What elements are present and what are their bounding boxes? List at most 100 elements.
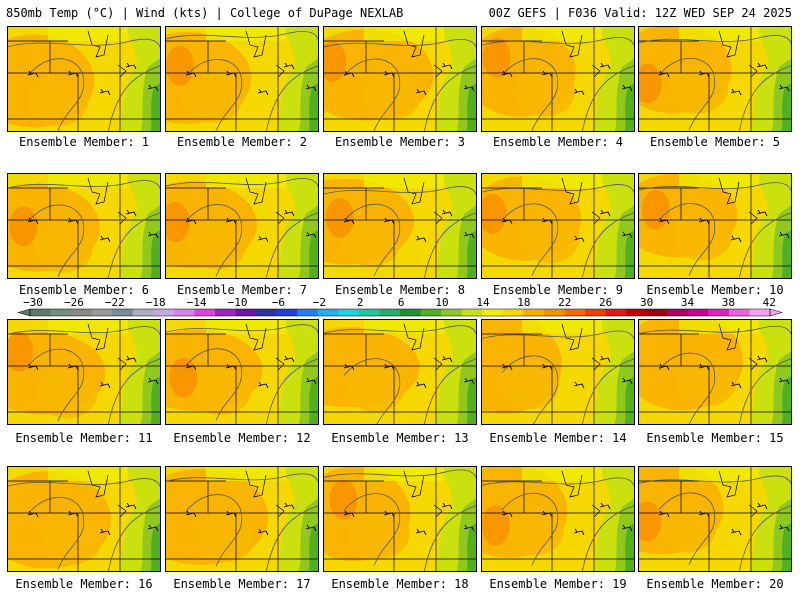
- ensemble-map-panel: [165, 26, 319, 132]
- wind-barb: [698, 70, 710, 78]
- wind-barb: [125, 62, 137, 70]
- hot-spot: [9, 206, 38, 247]
- colorbar-tick-label: 14: [476, 296, 490, 309]
- temperature-map: [166, 467, 318, 571]
- temperature-map: [482, 467, 634, 571]
- wind-barb: [27, 510, 39, 518]
- colorbar-swatch: [317, 309, 339, 316]
- isotherm-contour: [27, 348, 85, 422]
- isotherm-contour: [582, 505, 634, 571]
- wind-barb: [698, 510, 710, 518]
- mild-region: [679, 27, 759, 41]
- isotherm-contour: [27, 496, 85, 570]
- ensemble-map-panel: [7, 173, 161, 279]
- mild-region: [48, 467, 128, 481]
- warm-region: [656, 502, 717, 553]
- temperature-map: [166, 27, 318, 131]
- ensemble-member-label: Ensemble Member: 14: [489, 431, 627, 445]
- colorbar-tick-label: −30: [23, 296, 43, 309]
- wind-barb: [225, 363, 237, 371]
- isotherm-contour: [582, 212, 634, 278]
- wind-barb: [730, 235, 742, 243]
- ensemble-map-panel: [165, 466, 319, 572]
- ensemble-member-label: Ensemble Member: 7: [176, 283, 308, 297]
- ensemble-member-label: Ensemble Member: 10: [646, 283, 784, 297]
- wind-barb: [185, 510, 197, 518]
- wind-barb: [621, 231, 633, 239]
- isotherm-contour: [658, 203, 716, 276]
- colorbar-swatch: [749, 309, 771, 316]
- colorbar-tick-label: 42: [763, 296, 776, 309]
- wind-barb: [283, 502, 295, 510]
- wind-barb: [383, 70, 395, 78]
- boundary-lines: [324, 320, 476, 424]
- wind-barb: [621, 524, 633, 532]
- isotherm-contour: [108, 358, 160, 424]
- colorbar-swatch: [523, 309, 545, 316]
- lake-outlines: [403, 323, 443, 371]
- warm-region: [191, 365, 252, 416]
- temperature-colorbar: −30 −26 −22 −18 −14 −10 −6 −2 2 6 10 14 18 22 26 30 34 38…: [10, 296, 790, 320]
- ensemble-map-panel: [323, 466, 477, 572]
- isotherm-contour: [185, 494, 243, 567]
- wind-barb: [99, 88, 111, 96]
- temperature-map: [482, 320, 634, 424]
- isotherm-contour: [639, 182, 791, 192]
- colorbar-swatch: [153, 309, 175, 316]
- boundary-lines: [639, 320, 791, 424]
- wind-barb: [343, 217, 355, 225]
- wind-barb: [541, 70, 553, 78]
- temperature-map: [639, 320, 791, 424]
- wind-barb: [415, 88, 427, 96]
- isotherm-contour: [185, 204, 243, 277]
- isotherm-contour: [343, 58, 401, 131]
- isotherm-contour: [582, 65, 634, 131]
- lake-outlines: [561, 323, 601, 371]
- colorbar-swatch: [91, 309, 113, 316]
- mild-region: [679, 467, 759, 481]
- wind-barb: [441, 355, 453, 363]
- wind-barb: [658, 70, 670, 78]
- wind-barb: [698, 363, 710, 371]
- ensemble-map-panel: [165, 173, 319, 279]
- wind-barb: [383, 363, 395, 371]
- wind-barb: [778, 231, 790, 239]
- boundary-lines: [324, 174, 476, 278]
- ensemble-member-label: Ensemble Member: 12: [173, 431, 311, 445]
- boundary-lines: [639, 467, 791, 571]
- ensemble-member-label: Ensemble Member: 6: [18, 283, 150, 297]
- isotherm-contour: [324, 39, 476, 49]
- colorbar-swatch: [215, 309, 237, 316]
- boundary-lines: [8, 467, 160, 571]
- colorbar-swatch: [50, 309, 72, 316]
- colorbar-tick-label: 18: [517, 296, 530, 309]
- colorbar-swatch: [338, 309, 360, 316]
- colorbar-swatch: [71, 309, 93, 316]
- wind-barb: [67, 363, 79, 371]
- wind-barb: [756, 502, 768, 510]
- mild-region: [206, 27, 286, 41]
- wind-barb: [730, 88, 742, 96]
- isotherm-contour: [8, 478, 160, 488]
- ensemble-map-panel: [7, 26, 161, 132]
- warm-region: [195, 511, 256, 562]
- wind-barb: [283, 209, 295, 217]
- isotherm-contour: [639, 35, 791, 45]
- colorbar-swatch: [543, 309, 565, 316]
- isotherm-contour: [424, 212, 476, 278]
- ensemble-map-panel: [638, 319, 792, 425]
- boundary-lines: [482, 320, 634, 424]
- temperature-map: [8, 174, 160, 278]
- wind-barb: [67, 70, 79, 78]
- isotherm-contour: [266, 505, 318, 571]
- wind-barb: [67, 217, 79, 225]
- wind-barb: [698, 217, 710, 225]
- mild-region: [206, 320, 286, 334]
- colorbar-swatch: [585, 309, 607, 316]
- isotherm-contour: [739, 212, 791, 278]
- lake-outlines: [718, 323, 758, 371]
- ensemble-map-panel: [481, 26, 635, 132]
- isotherm-contour: [185, 348, 243, 421]
- mild-region: [679, 174, 759, 188]
- lake-outlines: [403, 30, 443, 78]
